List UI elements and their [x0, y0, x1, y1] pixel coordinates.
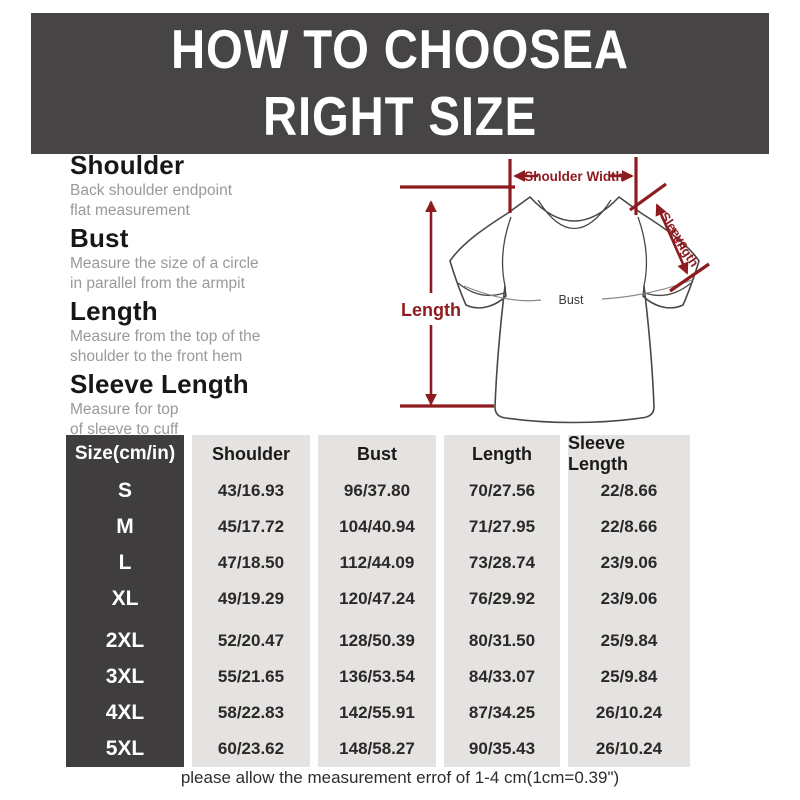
size-cell: 60/23.62: [217, 739, 285, 758]
size-cell: 52/20.47: [217, 631, 285, 650]
length-label: Length: [401, 300, 461, 320]
desc-line: Measure the size of a circle: [70, 255, 259, 272]
desc-line: of sleeve to cuff: [70, 420, 179, 438]
right-sleeve-seam: [637, 216, 648, 287]
desc-line: Measure from the top of the: [70, 328, 261, 345]
size-row-label: 2XL: [105, 629, 145, 652]
size-cell: 90/35.43: [468, 739, 536, 758]
size-row-label: XL: [111, 587, 139, 610]
tshirt-diagram-svg: Bust Shoulder Width Length Sleeve Length: [400, 157, 710, 424]
size-cell: 58/22.83: [217, 703, 285, 722]
size-cell: 120/47.24: [339, 589, 415, 608]
size-cell: 76/29.92: [468, 589, 536, 608]
size-cell: 70/27.56: [468, 481, 536, 500]
size-row-label: S: [117, 479, 132, 502]
desc-line: flat measurement: [70, 201, 190, 219]
sleeve-cap-bottom: [669, 262, 710, 293]
size-row-label: 5XL: [105, 737, 145, 760]
size-column-shoulder: Shoulder 43/16.93 45/17.72 47/18.50 49/1…: [192, 435, 310, 767]
bust-measure-line-left: [463, 285, 542, 302]
size-column-length: Length 70/27.56 71/27.95 73/28.74 76/29.…: [444, 435, 560, 767]
size-cell: 22/8.66: [600, 481, 658, 500]
size-cell: 128/50.39: [339, 631, 415, 650]
size-cell: 104/40.94: [339, 517, 415, 536]
right-cuff-line: [644, 282, 692, 297]
size-cell: 148/58.27: [339, 739, 415, 758]
size-cell: 47/18.50: [217, 553, 285, 572]
column-header-length: Length: [472, 443, 532, 464]
size-cell: 43/16.93: [217, 481, 285, 500]
size-cell: 55/21.65: [217, 667, 285, 686]
size-cell: 84/33.07: [468, 667, 536, 686]
size-row-label: 4XL: [105, 701, 145, 724]
shoulder-width-label: Shoulder Width: [524, 169, 624, 184]
column-header-shoulder: Shoulder: [211, 443, 290, 464]
definition-title: Sleeve Length: [70, 369, 249, 399]
size-cell: 23/9.06: [600, 553, 658, 572]
tshirt-measurement-diagram: Bust Shoulder Width Length Sleeve Length: [378, 153, 782, 435]
size-cell: 80/31.50: [468, 631, 536, 650]
size-cell: 45/17.72: [217, 517, 285, 536]
column-header-bust: Bust: [357, 443, 397, 464]
collar-inner-line: [537, 199, 612, 229]
size-cell: 87/34.25: [468, 703, 536, 722]
definition-desc: Measure the size of a circle in parallel …: [70, 254, 380, 293]
definition-title: Bust: [70, 223, 129, 253]
size-row-label: M: [116, 515, 134, 538]
desc-line: Back shoulder endpoint: [70, 182, 233, 199]
definition-shoulder: Shoulder Back shoulder endpoint flat meas…: [70, 150, 380, 220]
size-cell: 142/55.91: [339, 703, 415, 722]
size-cell: 23/9.06: [600, 589, 658, 608]
definitions-list: Shoulder Back shoulder endpoint flat meas…: [70, 150, 380, 442]
definition-desc: Back shoulder endpoint flat measurement: [70, 181, 380, 220]
size-cell: 49/19.29: [217, 589, 285, 608]
desc-line: Measure for top: [70, 401, 179, 418]
size-table: Size(cm/in) S M L XL 2XL 3XL 4XL 5XL Sho…: [66, 433, 690, 767]
desc-line: in parallel from the armpit: [70, 274, 245, 292]
bust-label: Bust: [558, 293, 584, 307]
sleeve-length-arrow: [655, 203, 689, 275]
title-banner: HOW TO CHOOSEA RIGHT SIZE: [31, 13, 769, 154]
definition-desc: Measure for top of sleeve to cuff: [70, 400, 380, 439]
size-cell: 136/53.54: [339, 667, 415, 686]
size-cell: 112/44.09: [339, 553, 415, 572]
title-line-1: HOW TO CHOOSEA: [171, 18, 629, 80]
definition-title: Shoulder: [70, 150, 185, 180]
definition-desc: Measure from the top of the shoulder to t…: [70, 327, 380, 366]
size-row-label: L: [118, 551, 132, 574]
size-cell: 73/28.74: [468, 553, 536, 572]
column-header-sleeve-length: Sleeve Length: [568, 433, 628, 474]
size-cell: 22/8.66: [600, 517, 658, 536]
size-column-bust: Bust 96/37.80 104/40.94 112/44.09 120/47…: [318, 435, 436, 767]
size-column-sleeve-length: Sleeve Length 22/8.66 22/8.66 23/9.06 23…: [568, 433, 690, 767]
size-cell: 26/10.24: [595, 739, 663, 758]
size-cell: 25/9.84: [600, 667, 658, 686]
column-header-size: Size(cm/in): [74, 443, 176, 464]
title-line-2: RIGHT SIZE: [262, 85, 538, 147]
size-row-label: 3XL: [105, 665, 145, 688]
size-column-labels: Size(cm/in) S M L XL 2XL 3XL 4XL 5XL: [66, 435, 184, 767]
size-cell: 26/10.24: [595, 703, 663, 722]
size-cell: 71/27.95: [468, 517, 536, 536]
definition-length: Length Measure from the top of the should…: [70, 296, 380, 366]
measurement-error-note: please allow the measurement errof of 1-…: [180, 768, 620, 787]
size-cell: 25/9.84: [600, 631, 658, 650]
definition-sleeve-length: Sleeve Length Measure for top of sleeve t…: [70, 369, 380, 439]
size-cell: 96/37.80: [343, 481, 411, 500]
sleeve-cap-top: [629, 182, 667, 212]
definition-title: Length: [70, 296, 158, 326]
tshirt-outline: [449, 196, 700, 424]
left-cuff-line: [457, 282, 505, 297]
definition-bust: Bust Measure the size of a circle in para…: [70, 223, 380, 293]
left-sleeve-seam: [501, 216, 512, 287]
desc-line: shoulder to the front hem: [70, 347, 243, 365]
